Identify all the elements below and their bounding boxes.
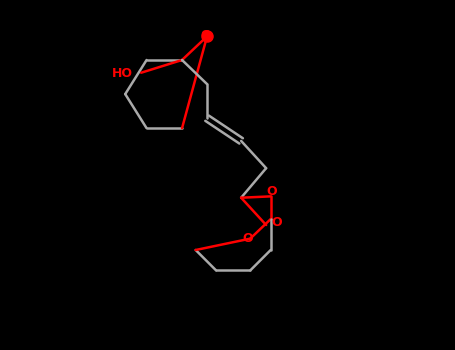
Text: O: O (201, 29, 212, 42)
Text: O: O (243, 232, 253, 245)
Text: O: O (267, 185, 278, 198)
Text: HO: HO (112, 67, 133, 80)
Text: O: O (272, 216, 282, 229)
